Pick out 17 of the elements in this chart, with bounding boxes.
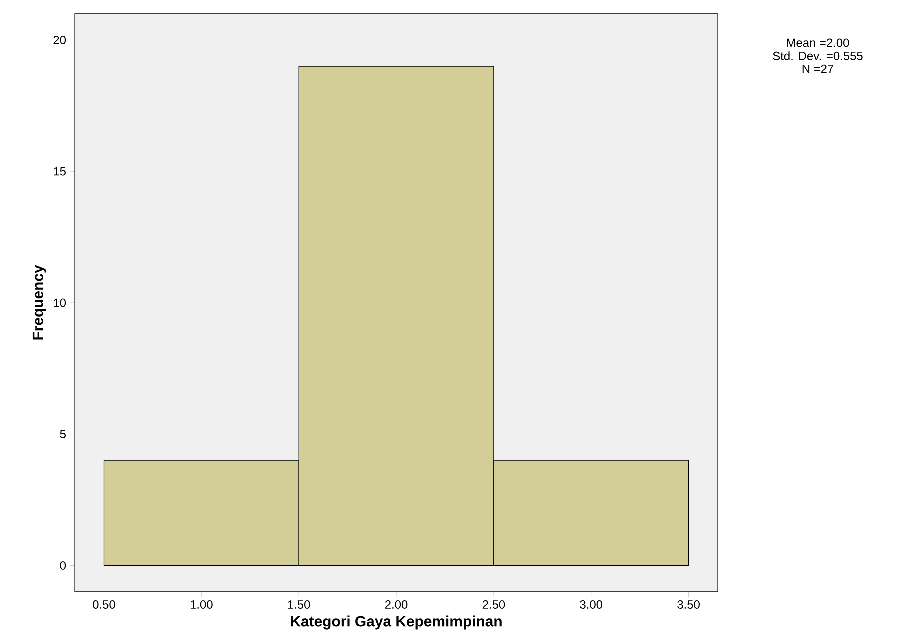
x-axis-title: Kategori Gaya Kepemimpinan xyxy=(291,616,502,630)
x-tick-label: 0.50 xyxy=(93,600,116,609)
x-tick-label: 2.50 xyxy=(482,600,506,609)
text: N =27 xyxy=(802,64,834,74)
x-tick-label: 1.50 xyxy=(288,600,310,609)
y-tick-label: 5 xyxy=(60,430,66,439)
y-tick-label: 15 xyxy=(54,167,66,176)
y-tick-label: 20 xyxy=(54,36,66,44)
text: Std. Dev. =0.555 xyxy=(773,52,863,60)
x-tick-label: 3.50 xyxy=(678,600,700,609)
y-tick-label: 0 xyxy=(60,561,66,570)
text: Mean =2.00 xyxy=(787,38,850,48)
x-tick-label: 1.00 xyxy=(190,600,213,609)
x-tick-label: 2.00 xyxy=(385,600,408,609)
y-tick-label: 10 xyxy=(54,298,66,308)
x-tick-label: 3.00 xyxy=(580,600,603,609)
y-axis-title: Frequency xyxy=(32,265,46,340)
